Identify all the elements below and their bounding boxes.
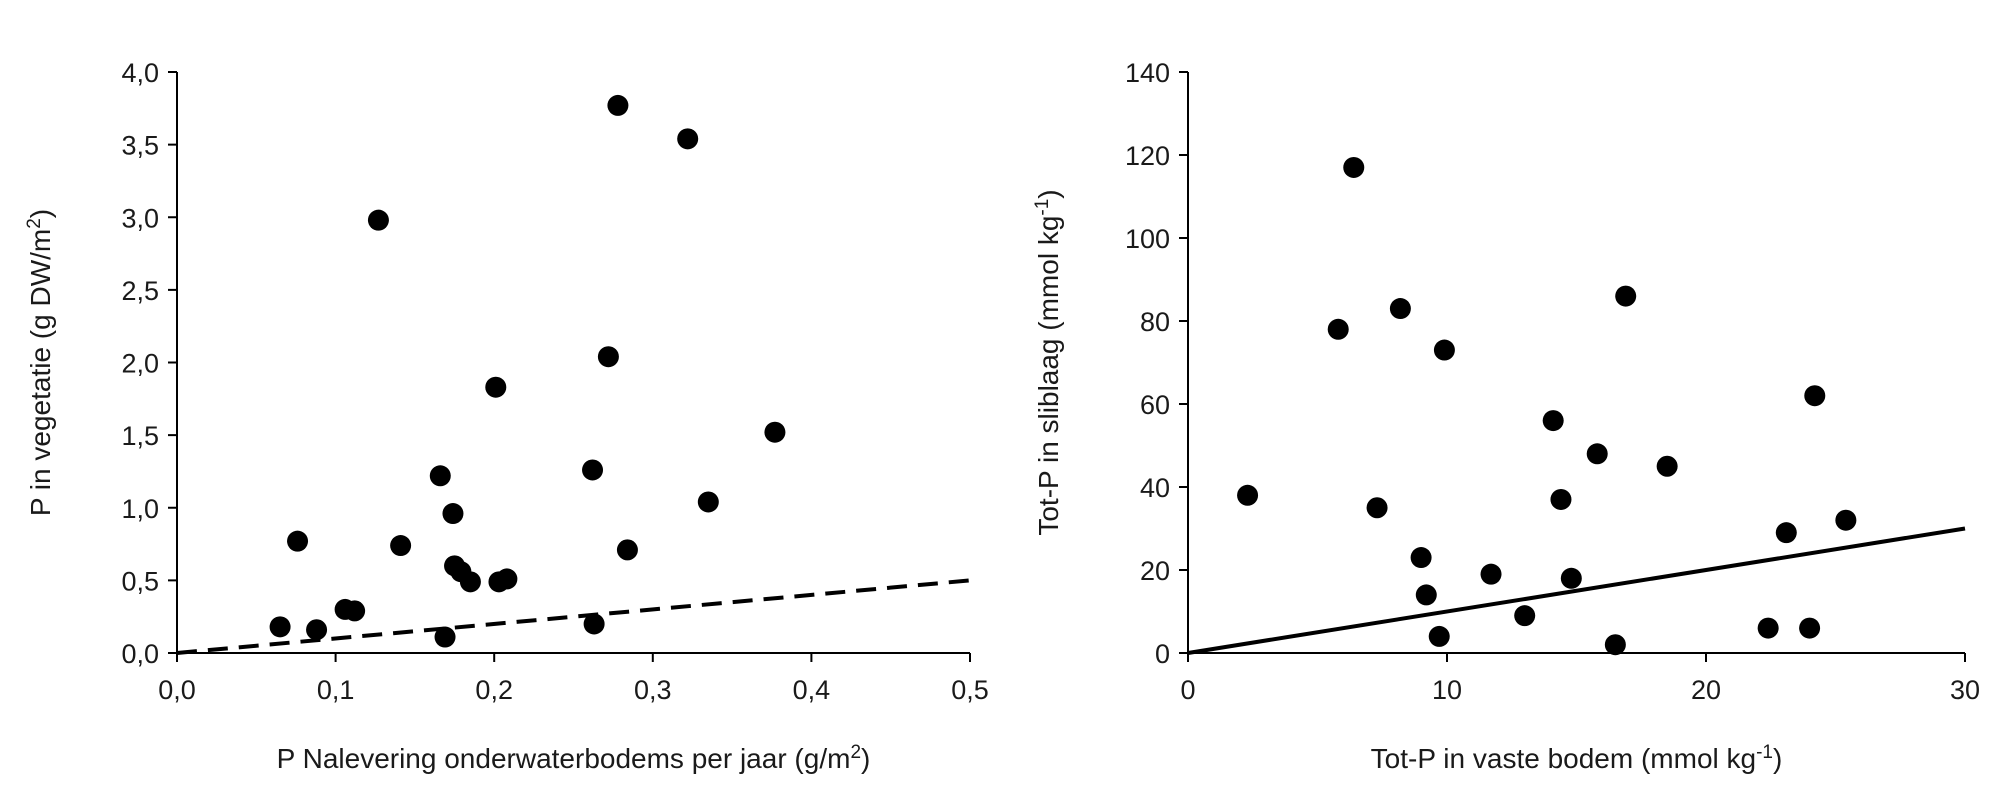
y-tick-label: 3,5 xyxy=(121,131,159,161)
y-tick-label: 0,0 xyxy=(121,639,159,669)
data-point xyxy=(269,616,291,638)
data-point xyxy=(607,94,629,116)
x-axis-title: Tot-P in vaste bodem (mmol kg-1) xyxy=(1371,742,1783,775)
data-point xyxy=(1514,605,1536,627)
data-point xyxy=(1410,547,1432,569)
data-point xyxy=(344,600,366,622)
y-axis-title: P in vegetatie (g DW/m2) xyxy=(24,209,57,516)
y-tick-label: 1,0 xyxy=(121,494,159,524)
data-point xyxy=(1757,617,1779,639)
data-point xyxy=(485,376,507,398)
y-tick-label: 4,0 xyxy=(121,58,159,88)
data-point xyxy=(459,571,481,593)
data-point xyxy=(1615,285,1637,307)
data-point xyxy=(442,503,464,525)
data-point xyxy=(1560,567,1582,589)
data-point xyxy=(1343,156,1365,178)
chart-right: 0 20 40 60 80 100 120 140 0 10 20 30 Tot-P in vaste … xyxy=(1032,58,1981,774)
data-point xyxy=(697,491,719,513)
y-tick-label: 80 xyxy=(1140,307,1170,337)
x-tick-label: 0,0 xyxy=(158,675,196,705)
data-point xyxy=(583,613,605,635)
x-tick-label: 0,5 xyxy=(951,675,989,705)
data-point xyxy=(1799,617,1821,639)
y-tick-label: 2,5 xyxy=(121,276,159,306)
y-tick-label: 100 xyxy=(1125,224,1170,254)
y-axis-title: Tot-P in sliblaag (mmol kg-1) xyxy=(1032,189,1065,535)
data-point xyxy=(390,535,412,557)
data-point xyxy=(496,568,518,590)
dashed-reference-line xyxy=(176,578,971,655)
data-point xyxy=(1480,563,1502,585)
data-point xyxy=(1604,634,1626,656)
data-point xyxy=(1804,385,1826,407)
y-tick-label: 0,5 xyxy=(121,566,159,596)
data-point xyxy=(1656,455,1678,477)
data-point xyxy=(1415,584,1437,606)
data-point xyxy=(677,128,699,150)
chart-left: 0,0 0,5 1,0 1,5 2,0 2,5 3,0 3,5 4,0 0,0 0,1 0,2 0,3 0… xyxy=(24,58,989,774)
y-tick-label: 0 xyxy=(1155,639,1170,669)
y-tick-label: 120 xyxy=(1125,141,1170,171)
x-tick-label: 20 xyxy=(1691,675,1721,705)
y-tick-label: 60 xyxy=(1140,390,1170,420)
data-point xyxy=(616,539,638,561)
x-tick-label: 0,1 xyxy=(317,675,355,705)
data-point xyxy=(306,619,328,641)
y-tick-label: 20 xyxy=(1140,556,1170,586)
y-tick-label: 3,0 xyxy=(121,203,159,233)
data-point xyxy=(1237,484,1259,506)
data-point xyxy=(1428,625,1450,647)
solid-reference-line xyxy=(1187,526,1966,655)
data-point xyxy=(1433,339,1455,361)
data-point xyxy=(1542,410,1564,432)
y-tick-label: 1,5 xyxy=(121,421,159,451)
y-tick-label: 40 xyxy=(1140,473,1170,503)
data-point xyxy=(367,209,389,231)
x-tick-label: 0,4 xyxy=(793,675,831,705)
data-point xyxy=(597,346,619,368)
y-tick-label: 2,0 xyxy=(121,349,159,379)
x-tick-label: 30 xyxy=(1950,675,1980,705)
data-point xyxy=(1586,443,1608,465)
x-axis-title: P Nalevering onderwaterbodems per jaar (… xyxy=(277,742,871,775)
x-tick-label: 0 xyxy=(1180,675,1195,705)
x-tick-label: 0,3 xyxy=(634,675,672,705)
data-point xyxy=(429,465,451,487)
data-point xyxy=(287,530,309,552)
data-point xyxy=(1327,318,1349,340)
x-tick-label: 0,2 xyxy=(475,675,513,705)
y-tick-label: 140 xyxy=(1125,58,1170,88)
data-point xyxy=(434,626,456,648)
data-point xyxy=(1775,522,1797,544)
data-point xyxy=(764,421,786,443)
x-tick-label: 10 xyxy=(1432,675,1462,705)
data-point xyxy=(582,459,604,481)
data-point xyxy=(1389,298,1411,320)
data-point xyxy=(1550,488,1572,510)
data-point xyxy=(1835,509,1857,531)
data-point xyxy=(1366,497,1388,519)
